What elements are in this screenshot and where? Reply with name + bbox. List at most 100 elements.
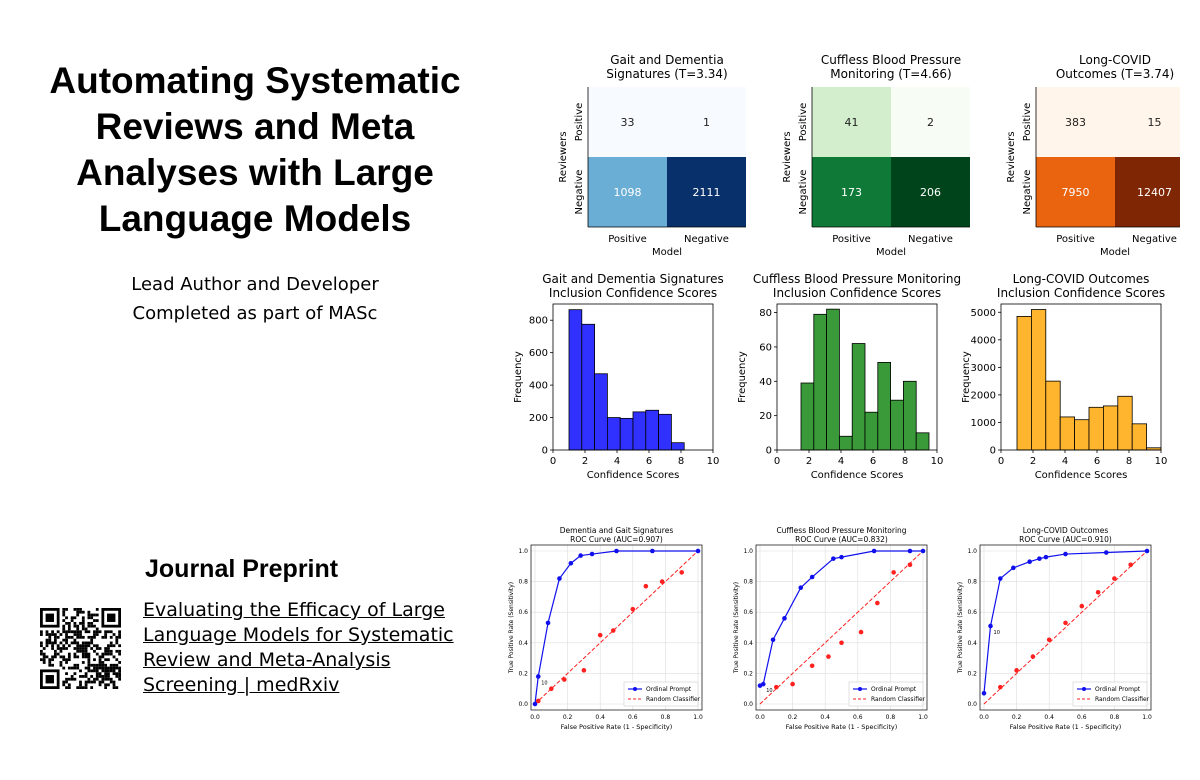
- qr-module: [70, 630, 74, 634]
- cm-ytick: Positive: [574, 103, 585, 142]
- qr-module: [79, 669, 82, 673]
- qr-module: [56, 652, 60, 656]
- hist-xtick: 6: [1094, 456, 1100, 467]
- qr-module: [65, 616, 68, 620]
- qr-finder: [45, 613, 54, 622]
- cm-value: 1: [703, 116, 710, 129]
- qr-module: [90, 613, 94, 617]
- qr-module: [81, 610, 85, 614]
- qr-module: [67, 624, 71, 628]
- qr-module: [90, 638, 94, 642]
- roc-point: [557, 576, 562, 581]
- roc-xtick: 0.2: [563, 714, 573, 721]
- qr-module: [90, 624, 94, 628]
- roc-frame: [755, 544, 928, 711]
- qr-module: [84, 644, 88, 648]
- hist-bar: [1088, 406, 1104, 451]
- qr-module: [76, 635, 80, 639]
- qr-code-icon[interactable]: [40, 608, 121, 689]
- hist-bar: [594, 373, 608, 451]
- qr-module: [98, 655, 102, 659]
- roc-random-line: [983, 550, 1148, 705]
- qr-module: [48, 641, 52, 645]
- qr-module: [81, 686, 85, 689]
- qr-module: [65, 641, 68, 645]
- hist-xtick: 10: [707, 456, 720, 467]
- hist-bar: [1074, 419, 1090, 451]
- qr-module: [76, 627, 80, 631]
- qr-module: [76, 630, 80, 634]
- hist-xtick: 2: [806, 456, 812, 467]
- roc-point: [907, 548, 913, 554]
- cm-title: Cuffless Blood Pressure: [821, 53, 961, 67]
- qr-module: [95, 675, 99, 678]
- preprint-link[interactable]: Evaluating the Efficacy of Large Languag…: [143, 599, 454, 696]
- qr-module: [62, 624, 66, 628]
- qr-module: [53, 652, 57, 656]
- qr-module: [95, 677, 99, 681]
- qr-module: [101, 675, 105, 678]
- qr-module: [112, 663, 116, 667]
- roc-ytick: 0.8: [967, 579, 977, 586]
- roc-threshold-label: 10: [541, 680, 547, 686]
- qr-module: [79, 680, 82, 684]
- qr-module: [90, 621, 94, 625]
- hist-frame: [1000, 303, 1162, 451]
- qr-module: [90, 669, 94, 673]
- qr-module: [98, 680, 102, 684]
- qr-module: [59, 661, 63, 664]
- qr-module: [115, 686, 119, 689]
- qr-module: [118, 630, 121, 634]
- qr-module: [59, 641, 63, 645]
- context-line: Completed as part of MASc: [132, 303, 378, 324]
- qr-module: [101, 669, 105, 673]
- roc-legend-label: Ordinal Prompt: [1095, 686, 1141, 693]
- qr-module: [93, 644, 96, 648]
- qr-module: [90, 680, 94, 684]
- qr-module: [79, 647, 82, 650]
- roc-point: [770, 637, 776, 643]
- qr-module: [62, 619, 66, 622]
- roc-ytick: 0.2: [518, 670, 528, 677]
- hist-bar: [1045, 380, 1061, 451]
- roc-random-point: [610, 628, 616, 633]
- roc-random-point: [858, 629, 864, 635]
- roc-random-point: [790, 681, 795, 687]
- roc-frame: [979, 544, 1152, 711]
- qr-module: [65, 672, 68, 676]
- roc-threshold-label: 10: [994, 630, 1000, 636]
- qr-module: [95, 613, 99, 617]
- roc-ytick: 0.6: [743, 609, 753, 616]
- qr-module: [84, 630, 88, 634]
- roc-ytick: 1.0: [743, 548, 753, 555]
- hist-bar: [851, 343, 866, 451]
- roc-title: Dementia and Gait Signatures: [560, 526, 674, 535]
- qr-module: [98, 666, 102, 670]
- qr-module: [53, 641, 57, 645]
- qr-module: [109, 652, 113, 656]
- cm-xlabel: Model: [876, 247, 906, 258]
- cm-xtick: Negative: [908, 234, 953, 245]
- hist-xtick: 4: [1062, 456, 1068, 467]
- hist-xtick: 6: [870, 456, 876, 467]
- qr-module: [98, 663, 102, 667]
- roc-random-point: [1046, 637, 1052, 643]
- roc-point: [831, 556, 836, 561]
- roc-ylabel: True Positive Rate (Sensitivity): [508, 582, 515, 674]
- roc-random-point: [907, 562, 913, 568]
- roc-xtick: 0.0: [979, 714, 989, 721]
- qr-module: [87, 663, 91, 667]
- cm-value: 2111: [693, 186, 721, 199]
- qr-module: [107, 677, 110, 681]
- roc-random-point: [597, 632, 603, 638]
- qr-module: [87, 630, 91, 634]
- roc-random-point: [774, 684, 779, 690]
- roc-random-point: [1079, 603, 1085, 609]
- roc-xtick: 0.2: [788, 714, 798, 721]
- qr-module: [42, 652, 46, 656]
- qr-module: [112, 680, 116, 684]
- qr-module: [90, 616, 94, 620]
